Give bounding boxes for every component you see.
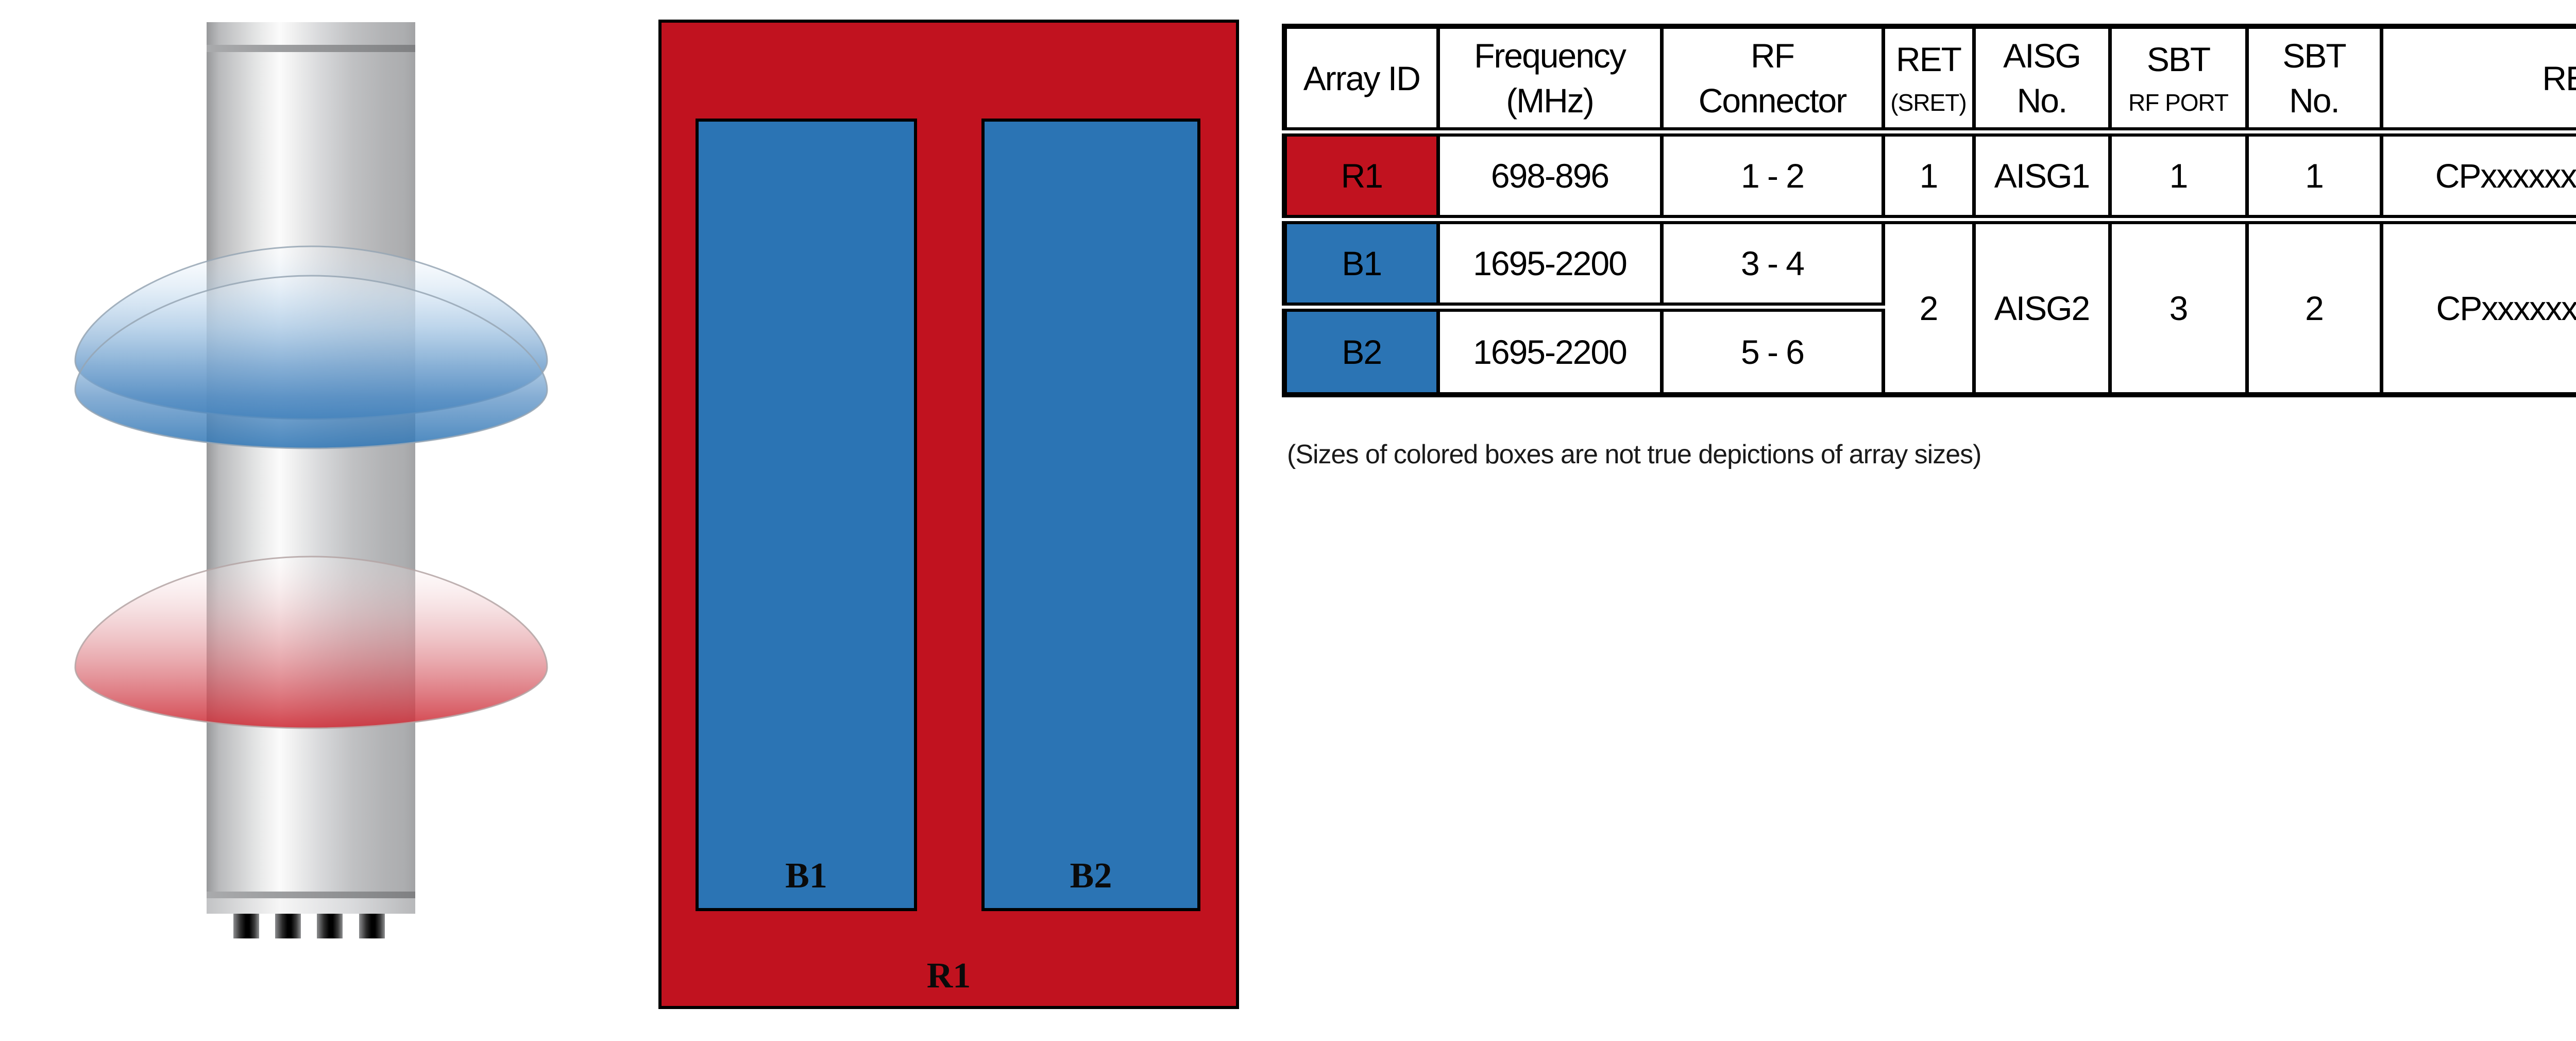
- table-row-r1: R1 698-896 1 - 2 1 AISG1 1 1 CPxxxxxxxxx…: [1282, 130, 2576, 224]
- cell-b-sbt-no: 2: [2245, 217, 2383, 397]
- beam-patterns-svg: [74, 245, 548, 729]
- header-sbt-no: SBT No.: [2245, 24, 2383, 137]
- cell-b2-frequency: 1695-2200: [1436, 305, 1664, 397]
- cell-r1-rf-connector: 1 - 2: [1659, 130, 1885, 224]
- blue-beam-lower: [74, 275, 548, 449]
- size-disclaimer-note: (Sizes of colored boxes are not true dep…: [1287, 440, 1981, 469]
- array-box-b2: B2: [981, 119, 1200, 911]
- cell-b2-rf-connector: 5 - 6: [1659, 305, 1885, 397]
- cell-r1-ret-uid: CPxxxxxxxxxxxxxxxxR1: [2379, 130, 2576, 224]
- table-row-b2: B2 1695-2200 5 - 6: [1282, 305, 2576, 397]
- cell-b-sbt-rf-port: 3: [2108, 217, 2249, 397]
- connector-foot-1: [233, 914, 259, 938]
- cell-b1-array-id: B1: [1282, 217, 1440, 312]
- antenna-illustration: [0, 0, 618, 1041]
- red-beam: [74, 556, 548, 729]
- connector-foot-2: [275, 914, 301, 938]
- array-box-r1-label: R1: [926, 956, 971, 996]
- cell-b1-frequency: 1695-2200: [1436, 217, 1664, 312]
- header-ret-sret: RET (SRET): [1881, 24, 1976, 137]
- connector-foot-4: [359, 914, 385, 938]
- cylinder-endcap: [207, 898, 415, 914]
- header-ret-uid: RET UID: [2379, 24, 2576, 137]
- array-spec-table: Array ID Frequency (MHz) RF Connector: [1282, 24, 2576, 397]
- cylinder-bottom-seam: [207, 892, 415, 898]
- header-array-id: Array ID: [1282, 24, 1440, 137]
- header-row: Array ID Frequency (MHz) RF Connector: [1282, 24, 2576, 137]
- cell-r1-sbt-no: 1: [2245, 130, 2383, 224]
- cell-r1-sbt-rf-port: 1: [2108, 130, 2249, 224]
- array-box-b2-label: B2: [1070, 856, 1112, 896]
- array-layout-panel: B1 B2 R1: [658, 20, 1239, 1009]
- cell-b-ret-uid: CPxxxxxxxxxxxxxxxxB1: [2379, 217, 2576, 397]
- cell-r1-frequency: 698-896: [1436, 130, 1664, 224]
- array-box-b1: B1: [696, 119, 917, 911]
- cylinder-top-seam: [207, 45, 415, 52]
- antenna-cylinder: [207, 22, 415, 914]
- cell-r1-ret: 1: [1881, 130, 1976, 224]
- cell-b-aisg: AISG2: [1972, 217, 2112, 397]
- table-row-b1: B1 1695-2200 3 - 4 2 AISG2 3 2 CPxxxxxxx…: [1282, 217, 2576, 397]
- header-rf-connector: RF Connector: [1659, 24, 1885, 137]
- connector-foot-3: [317, 914, 343, 938]
- cell-b2-array-id: B2: [1282, 305, 1440, 397]
- header-frequency: Frequency (MHz): [1436, 24, 1664, 137]
- array-box-b1-label: B1: [785, 856, 827, 896]
- header-aisg-no: AISG No.: [1972, 24, 2112, 137]
- cell-b1-rf-connector: 3 - 4: [1659, 217, 1885, 312]
- cell-b-ret: 2: [1881, 217, 1976, 397]
- cell-r1-array-id: R1: [1282, 130, 1440, 224]
- cell-r1-aisg: AISG1: [1972, 130, 2112, 224]
- header-sbt-rf-port: SBT RF PORT: [2108, 24, 2249, 137]
